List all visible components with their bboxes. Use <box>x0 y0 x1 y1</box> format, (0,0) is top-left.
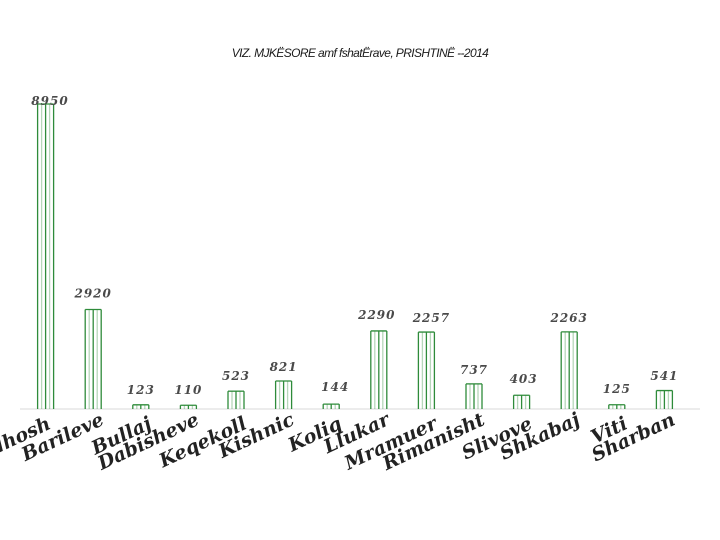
bar-kishnic <box>274 380 293 409</box>
value-label-llukar: 2290 <box>357 308 395 322</box>
value-label-shkabaj: 2263 <box>549 311 587 325</box>
value-label-koliq: 144 <box>321 380 349 394</box>
bar-dabisheve <box>179 404 198 409</box>
bar-barileve <box>84 308 102 409</box>
chart-title: VIZ. MJKËSORE amf fshatËrave, PRISHTINË … <box>231 46 489 60</box>
bar-bullaj <box>132 404 150 409</box>
category-labels-group: rdhoshBarileveBullajDabisheveKeqekollKis… <box>0 408 679 476</box>
value-label-bullaj: 123 <box>127 383 155 397</box>
bar-mramuer <box>417 331 436 409</box>
bar-keqekoll <box>227 390 245 409</box>
bars-group <box>36 103 674 409</box>
bar-llukar <box>370 330 388 409</box>
value-label-slivove: 403 <box>510 372 538 386</box>
value-label-rimanisht: 737 <box>460 363 488 377</box>
bar-shkabaj <box>560 331 578 409</box>
value-label-dabisheve: 110 <box>174 383 202 397</box>
value-label-mramuer: 2257 <box>412 311 450 325</box>
value-label-kishnic: 821 <box>270 360 298 374</box>
bar-rimanisht <box>465 383 483 409</box>
bar-viti <box>608 404 626 409</box>
bar-koliq <box>322 403 340 409</box>
bar-bardhosh <box>36 103 55 409</box>
value-label-barileve: 2920 <box>73 286 111 300</box>
value-label-keqekoll: 523 <box>222 369 250 383</box>
value-label-bardhosh: 8950 <box>31 94 68 108</box>
value-label-viti: 125 <box>603 382 631 396</box>
bar-sharban <box>655 389 674 409</box>
value-labels-group: 8950 2920 123 110 523 821 144 2290 2257 737 403 226… <box>31 94 678 397</box>
value-label-sharban: 541 <box>650 369 678 383</box>
bar-slivove <box>512 394 531 409</box>
